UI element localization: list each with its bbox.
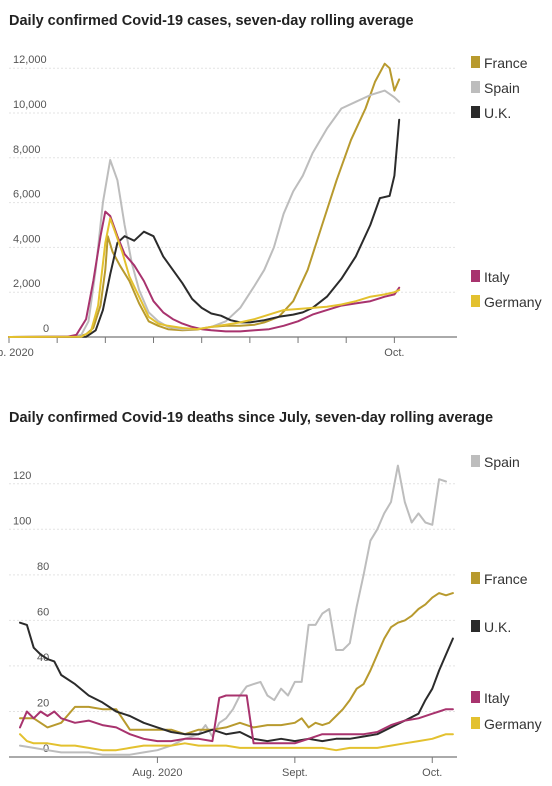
cases-y-tick-labels: 0 2,000 4,000 6,000 8,000 10,000 12,000 xyxy=(13,54,49,335)
cases-chart: 0 2,000 4,000 6,000 8,000 10,000 12,000 Feb. 2… xyxy=(0,54,542,359)
deaths-legend-swatch-italy xyxy=(471,691,480,703)
deaths-x-ticks: Aug. 2020 Sept. Oct. xyxy=(132,757,442,779)
cases-y-tick-label: 0 xyxy=(43,323,49,335)
cases-x-tick-label: Oct. xyxy=(384,347,404,359)
cases-y-tick-label: 10,000 xyxy=(13,99,47,111)
deaths-x-tick-label: Oct. xyxy=(422,767,442,779)
cases-legend-swatch-france xyxy=(471,56,480,68)
deaths-legend-swatch-uk xyxy=(471,620,480,632)
cases-y-tick-label: 6,000 xyxy=(13,189,41,201)
deaths-y-tick-label: 100 xyxy=(13,515,31,527)
deaths-x-tick-label: Aug. 2020 xyxy=(132,767,182,779)
chart-title-deaths: Daily confirmed Covid-19 deaths since Ju… xyxy=(9,410,494,426)
deaths-legend-label-germany: Germany xyxy=(484,716,542,732)
cases-y-tick-label: 4,000 xyxy=(13,233,41,245)
cases-legend-label-spain: Spain xyxy=(484,80,520,96)
cases-y-tick-label: 12,000 xyxy=(13,54,47,66)
cases-series-lines xyxy=(8,62,401,338)
cases-line-italy xyxy=(8,210,401,338)
deaths-line-italy xyxy=(19,694,454,745)
deaths-legend-label-italy: Italy xyxy=(484,690,510,706)
deaths-legend-label-france: France xyxy=(484,571,528,587)
cases-legend-label-uk: U.K. xyxy=(484,105,511,121)
deaths-legend-swatch-france xyxy=(471,572,480,584)
deaths-line-germany xyxy=(19,733,454,752)
deaths-legend-swatch-spain xyxy=(471,455,480,467)
cases-legend-swatch-uk xyxy=(471,106,480,118)
deaths-legend-label-spain: Spain xyxy=(484,454,520,470)
deaths-gridlines xyxy=(9,483,457,758)
deaths-y-tick-label: 20 xyxy=(37,697,49,709)
deaths-line-spain xyxy=(19,464,447,756)
deaths-y-tick-label: 80 xyxy=(37,561,49,573)
deaths-series-lines xyxy=(19,464,454,756)
deaths-x-tick-label: Sept. xyxy=(282,767,308,779)
cases-y-tick-label: 8,000 xyxy=(13,144,41,156)
cases-x-tick-label: Feb. 2020 xyxy=(0,347,34,359)
deaths-y-tick-label: 120 xyxy=(13,470,31,482)
cases-x-ticks: Feb. 2020 Oct. xyxy=(0,337,404,359)
cases-legend-swatch-italy xyxy=(471,270,480,282)
cases-legend-label-france: France xyxy=(484,55,528,71)
deaths-legend-swatch-germany xyxy=(471,717,480,729)
cases-legend-swatch-germany xyxy=(471,295,480,307)
deaths-y-tick-label: 60 xyxy=(37,606,49,618)
chart-title-cases: Daily confirmed Covid-19 cases, seven-da… xyxy=(9,13,414,29)
cases-legend-label-italy: Italy xyxy=(484,269,510,285)
cases-legend: France Spain U.K. Italy Germany xyxy=(471,55,542,310)
deaths-line-france xyxy=(19,592,454,736)
cases-y-tick-label: 2,000 xyxy=(13,278,41,290)
deaths-legend-label-uk: U.K. xyxy=(484,619,511,635)
cases-legend-label-germany: Germany xyxy=(484,294,542,310)
deaths-legend: Spain France U.K. Italy Germany xyxy=(471,454,542,732)
cases-line-germany xyxy=(8,217,401,338)
cases-legend-swatch-spain xyxy=(471,81,480,93)
